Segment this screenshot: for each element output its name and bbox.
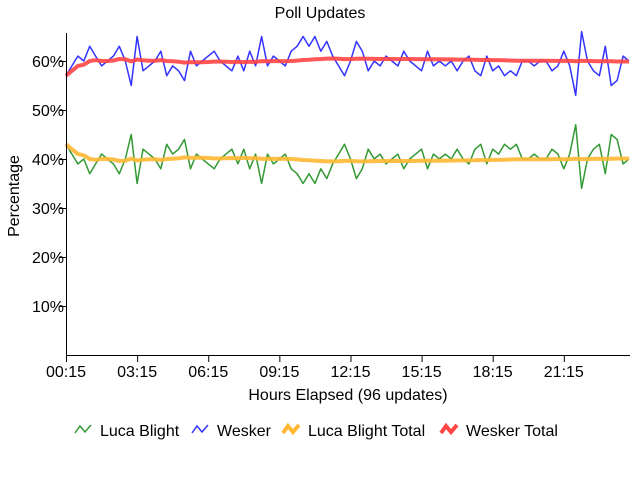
legend-label: Luca Blight Total (308, 423, 425, 440)
legend-item: Wesker (191, 423, 272, 440)
series-line-luca-blight (65, 123, 630, 190)
y-axis-label: Percentage (6, 155, 23, 237)
x-tick-label: 18:15 (473, 364, 513, 381)
series-line-wesker-total (64, 56, 629, 78)
legend-swatch-icon (74, 424, 92, 434)
chart-title: Poll Updates (275, 5, 366, 22)
x-tick-label: 15:15 (402, 364, 442, 381)
legend-swatch-icon (191, 424, 209, 434)
x-tick-label: 06:15 (188, 364, 228, 381)
legend-label: Luca Blight (100, 423, 180, 440)
y-tick-label: 30% (32, 201, 64, 218)
x-tick-label: 09:15 (259, 364, 299, 381)
legend-item: Luca Blight (74, 423, 180, 440)
legend-label: Wesker (217, 423, 272, 440)
legend-swatch-icon (439, 422, 459, 436)
x-tick-label: 00:15 (46, 364, 86, 381)
y-tick-label: 10% (32, 299, 64, 316)
y-tick-label: 20% (32, 250, 64, 267)
legend-swatch-icon (281, 422, 301, 436)
x-tick-label: 21:15 (544, 364, 584, 381)
legend-item: Luca Blight Total (281, 422, 425, 440)
legend-item: Wesker Total (439, 422, 558, 440)
y-tick-label: 40% (32, 152, 64, 169)
x-tick-label: 03:15 (117, 364, 157, 381)
x-axis-label: Hours Elapsed (96 updates) (248, 387, 447, 404)
series-line-luca-blight-total (64, 142, 629, 164)
legend-label: Wesker Total (466, 423, 558, 440)
x-tick-label: 12:15 (330, 364, 370, 381)
y-tick-label: 60% (32, 54, 64, 71)
y-tick-label: 50% (32, 103, 64, 120)
series-line-wesker (65, 30, 630, 97)
